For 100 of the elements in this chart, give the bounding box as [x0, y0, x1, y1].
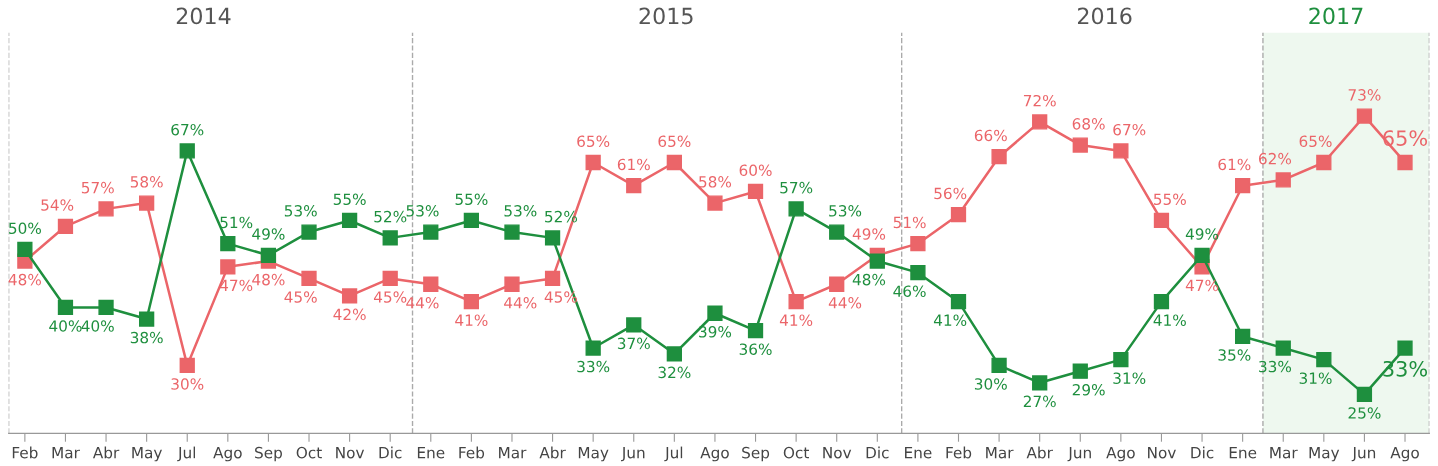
data-label: 27% — [1023, 395, 1056, 408]
point — [1316, 154, 1332, 171]
point — [17, 241, 33, 258]
point — [626, 317, 642, 333]
point — [382, 230, 398, 246]
data-label: 61% — [617, 158, 650, 171]
point — [1316, 351, 1332, 368]
point — [504, 224, 520, 240]
data-label: 53% — [829, 205, 862, 217]
point — [139, 311, 155, 327]
text: 2014 — [176, 7, 231, 25]
data-label: 41% — [1153, 314, 1186, 326]
x-tick-label: May — [578, 447, 609, 462]
data-label: 49% — [252, 228, 285, 240]
data-label: 73% — [1348, 89, 1381, 101]
point — [1275, 172, 1291, 188]
x-tick-label: Ago — [1106, 447, 1135, 462]
data-label: 61% — [1218, 158, 1251, 171]
point — [1113, 351, 1129, 368]
point — [788, 201, 804, 217]
x-tick-label: Feb — [459, 446, 485, 459]
x-tick-label: Sep — [255, 446, 282, 462]
data-label: 47% — [219, 279, 253, 292]
data-label: 48% — [852, 273, 886, 286]
x-tick-label: Jun — [1067, 447, 1091, 462]
data-label: 50% — [9, 222, 41, 235]
x-tick-label: Mar — [499, 447, 527, 459]
point — [463, 212, 480, 229]
data-label: 40% — [49, 320, 82, 332]
x-tick-label: Ene — [417, 447, 445, 459]
point — [829, 276, 845, 292]
point — [301, 224, 317, 240]
data-label: 44% — [504, 297, 537, 309]
data-label: 36% — [739, 343, 772, 355]
point — [341, 288, 358, 304]
x-tick-label: Abr — [92, 446, 120, 459]
point — [1235, 328, 1251, 345]
point — [220, 259, 236, 275]
data-label: 67% — [171, 123, 204, 136]
point — [1194, 247, 1210, 263]
point — [707, 195, 723, 211]
point — [260, 247, 277, 263]
point — [1153, 212, 1170, 229]
point — [869, 253, 885, 269]
data-label: 60% — [739, 164, 772, 177]
point — [1032, 114, 1048, 130]
point — [950, 207, 967, 223]
x-tick-label: Ago — [213, 447, 242, 462]
data-label: 49% — [1185, 228, 1219, 240]
point — [179, 357, 195, 374]
point — [220, 236, 236, 252]
point — [1356, 108, 1373, 124]
x-tick-label: Dic — [866, 446, 889, 459]
data-label: 44% — [828, 297, 862, 309]
data-label: 33% — [1259, 360, 1292, 373]
point — [423, 224, 439, 240]
point — [666, 346, 682, 362]
data-label: 35% — [1218, 349, 1251, 361]
data-label: 68% — [1072, 118, 1105, 130]
point — [301, 270, 317, 287]
data-label: 45% — [373, 291, 407, 303]
data-label: 52% — [374, 210, 407, 223]
x-tick-label: Jul — [664, 446, 683, 462]
point — [991, 357, 1007, 374]
x-tick-label: Dic — [1191, 446, 1214, 459]
x-tick-label: Oct — [783, 446, 809, 459]
point — [747, 183, 764, 200]
point — [98, 201, 114, 217]
x-tick-label: Oct — [296, 446, 322, 459]
x-tick-label: Mar — [52, 447, 80, 459]
x-tick-label: Mar — [986, 447, 1014, 459]
data-label: 67% — [1113, 123, 1146, 136]
point — [544, 230, 561, 246]
data-label: 51% — [220, 216, 253, 229]
data-label: 55% — [333, 193, 366, 206]
x-tick-label: Nov — [823, 447, 852, 459]
data-label: 65% — [577, 135, 610, 148]
x-tick-label: Jun — [1351, 447, 1376, 462]
data-label: 62% — [1258, 152, 1292, 165]
point — [544, 270, 561, 287]
x-tick-label: Sep — [742, 446, 770, 462]
data-label: 49% — [852, 228, 886, 240]
data-label: 66% — [974, 129, 1007, 142]
point — [910, 236, 926, 252]
point — [666, 154, 682, 171]
x-tick-label: Nov — [1148, 447, 1176, 459]
data-label: 45% — [284, 291, 317, 303]
data-label: 48% — [252, 273, 285, 286]
data-label: 41% — [779, 314, 813, 326]
x-tick-label: May — [1309, 447, 1340, 462]
point — [788, 294, 804, 310]
data-label: 72% — [1023, 94, 1056, 107]
x-tick-label: Feb — [12, 446, 38, 459]
point — [1072, 363, 1088, 379]
x-tick-label: Feb — [946, 446, 972, 459]
data-label: 51% — [893, 216, 926, 229]
data-label: 57% — [81, 181, 114, 194]
point — [1397, 154, 1413, 171]
point — [585, 340, 601, 356]
point — [991, 149, 1007, 165]
